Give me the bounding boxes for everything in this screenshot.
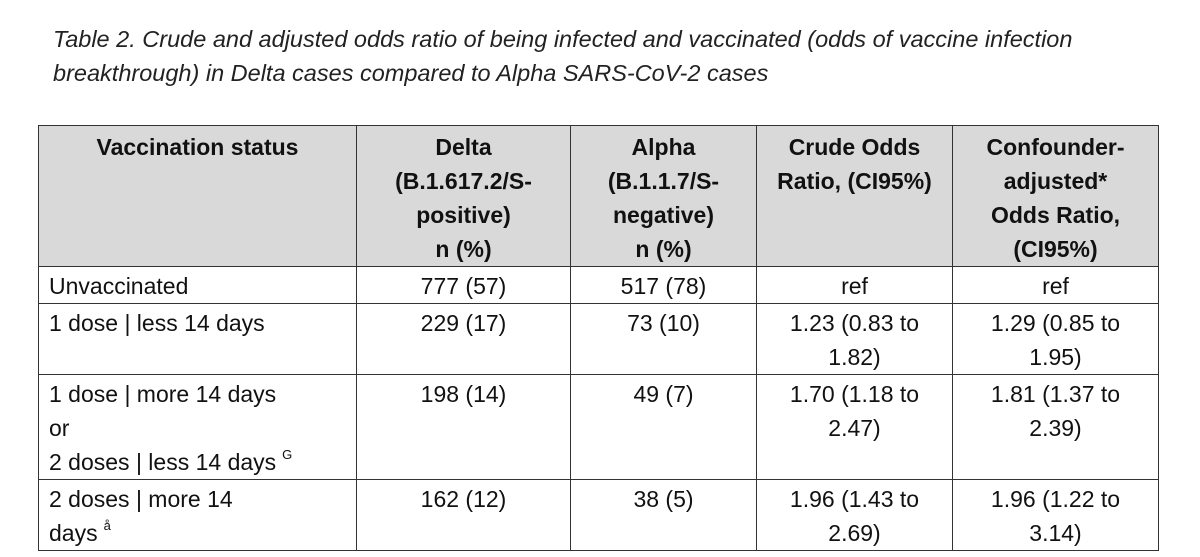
status-line: or [49,415,70,441]
cell-crude-odds-ratio: ref [756,266,953,304]
cell-vaccination-status: 1 dose | more 14 days or 2 doses | less … [38,374,357,480]
status-line: 2 doses | more 14 [49,486,233,512]
status-line: Unvaccinated [49,273,189,299]
crude-line: 2.69) [828,520,881,546]
cell-alpha: 38 (5) [570,479,757,551]
cell-adjusted-odds-ratio: ref [952,266,1159,304]
cell-vaccination-status: 2 doses | more 14 days å [38,479,357,551]
adjusted-line: 1.29 (0.85 to [990,310,1121,336]
header-crude-odds-ratio: Crude Odds Ratio, (CI95%) [756,125,953,267]
cell-adjusted-odds-ratio: 1.29 (0.85 to 1.95) [952,303,1159,375]
header-alpha: Alpha (B.1.1.7/S- negative) n (%) [570,125,757,267]
adjusted-line: 3.14) [1029,520,1082,546]
adjusted-line: ref [1042,273,1069,299]
table-caption: Table 2. Crude and adjusted odds ratio o… [53,22,1193,90]
table-row: 1 dose | less 14 days 229 (17) 73 (10) 1… [38,303,1159,375]
caption-line-2: breakthrough) in Delta cases compared to… [53,60,769,86]
crude-line: 1.82) [828,344,881,370]
footnote-marker: G [282,447,293,462]
cell-crude-odds-ratio: 1.23 (0.83 to 1.82) [756,303,953,375]
cell-crude-odds-ratio: 1.96 (1.43 to 2.69) [756,479,953,551]
crude-line: 2.47) [828,415,881,441]
cell-vaccination-status: Unvaccinated [38,266,357,304]
adjusted-line: 2.39) [1029,415,1082,441]
cell-adjusted-odds-ratio: 1.96 (1.22 to 3.14) [952,479,1159,551]
crude-line: 1.70 (1.18 to [789,381,920,407]
footnote-marker: å [103,518,111,533]
status-line-with-footnote: days å [49,516,346,550]
header-vaccination-status: Vaccination status [38,125,357,267]
crude-line: ref [841,273,868,299]
adjusted-line: 1.96 (1.22 to [990,486,1121,512]
crude-line: 1.96 (1.43 to [789,486,920,512]
cell-alpha: 49 (7) [570,374,757,480]
header-adjusted-odds-ratio: Confounder- adjusted* Odds Ratio, (CI95%… [952,125,1159,267]
odds-ratio-table: Vaccination status Delta (B.1.617.2/S- p… [38,125,1159,551]
cell-alpha: 73 (10) [570,303,757,375]
status-line: 2 doses | less 14 days [49,449,277,475]
caption-line-1: Table 2. Crude and adjusted odds ratio o… [53,26,1073,52]
cell-vaccination-status: 1 dose | less 14 days [38,303,357,375]
cell-delta: 777 (57) [356,266,571,304]
status-line: 1 dose | more 14 days [49,381,277,407]
cell-delta: 162 (12) [356,479,571,551]
status-line-with-footnote: 2 doses | less 14 days G [49,445,346,479]
status-line: 1 dose | less 14 days [49,310,265,336]
table-row: Unvaccinated 777 (57) 517 (78) ref ref [38,266,1159,304]
cell-delta: 198 (14) [356,374,571,480]
cell-adjusted-odds-ratio: 1.81 (1.37 to 2.39) [952,374,1159,480]
table-header-row: Vaccination status Delta (B.1.617.2/S- p… [38,125,1159,267]
cell-alpha: 517 (78) [570,266,757,304]
table-row: 2 doses | more 14 days å 162 (12) 38 (5) … [38,479,1159,551]
cell-crude-odds-ratio: 1.70 (1.18 to 2.47) [756,374,953,480]
cell-delta: 229 (17) [356,303,571,375]
table-row: 1 dose | more 14 days or 2 doses | less … [38,374,1159,480]
crude-line: 1.23 (0.83 to [789,310,920,336]
status-line: days [49,520,98,546]
adjusted-line: 1.95) [1029,344,1082,370]
adjusted-line: 1.81 (1.37 to [990,381,1121,407]
header-delta: Delta (B.1.617.2/S- positive) n (%) [356,125,571,267]
